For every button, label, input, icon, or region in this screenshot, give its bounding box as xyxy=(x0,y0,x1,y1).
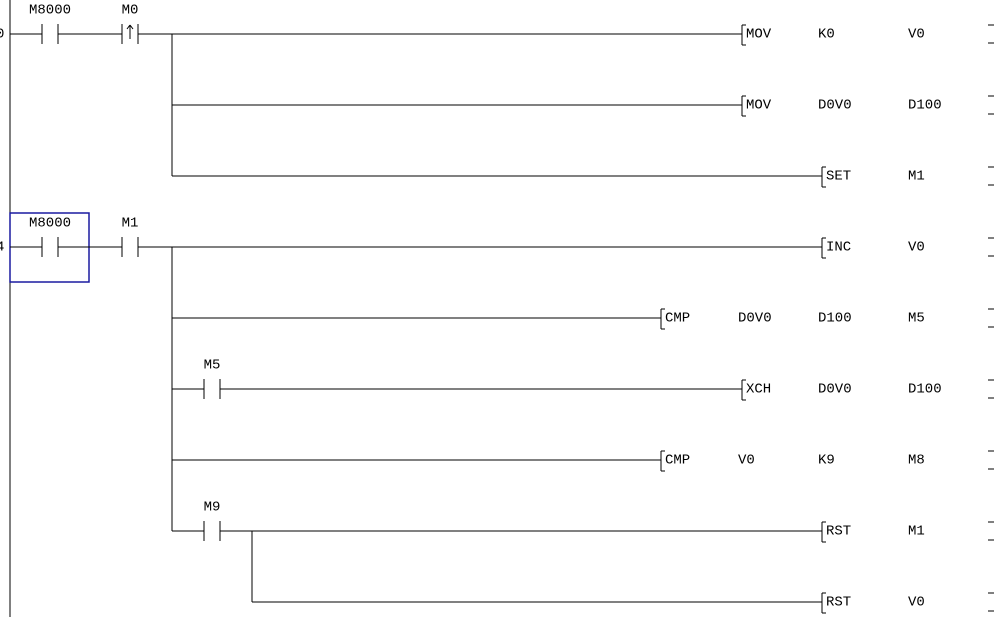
instruction-operand: D0V0 xyxy=(818,98,852,114)
instruction-operand: V0 xyxy=(908,595,925,611)
edge-arrow xyxy=(126,24,131,30)
contact-label: M1 xyxy=(122,216,139,232)
step-number: 0 xyxy=(0,27,4,43)
instruction-operand: M1 xyxy=(908,169,925,185)
instruction-op: RST xyxy=(826,595,851,611)
instruction-op: CMP xyxy=(665,453,690,469)
step-number: 4 xyxy=(0,240,4,256)
instruction-operand: V0 xyxy=(908,27,925,43)
instruction-op: INC xyxy=(826,240,851,256)
instruction-op: RST xyxy=(826,524,851,540)
contact-label: M9 xyxy=(204,500,221,516)
contact-label: M8000 xyxy=(29,216,71,232)
instruction-operand: D0V0 xyxy=(818,382,852,398)
instruction-operand: M8 xyxy=(908,453,925,469)
instruction-operand: D100 xyxy=(908,98,942,114)
instruction-operand: K0 xyxy=(818,27,835,43)
instruction-op: MOV xyxy=(746,27,772,43)
instruction-operand: K9 xyxy=(818,453,835,469)
edge-arrow xyxy=(129,24,134,30)
instruction-op: SET xyxy=(826,169,851,185)
instruction-operand: M1 xyxy=(908,524,925,540)
instruction-operand: V0 xyxy=(738,453,755,469)
instruction-op: XCH xyxy=(746,382,771,398)
contact-label: M8000 xyxy=(29,3,71,19)
instruction-operand: D100 xyxy=(908,382,942,398)
instruction-operand: V0 xyxy=(908,240,925,256)
contact-label: M0 xyxy=(122,3,139,19)
contact-label: M5 xyxy=(204,358,221,374)
instruction-operand: M5 xyxy=(908,311,925,327)
instruction-op: CMP xyxy=(665,311,690,327)
instruction-op: MOV xyxy=(746,98,772,114)
instruction-operand: D100 xyxy=(818,311,852,327)
instruction-operand: D0V0 xyxy=(738,311,772,327)
